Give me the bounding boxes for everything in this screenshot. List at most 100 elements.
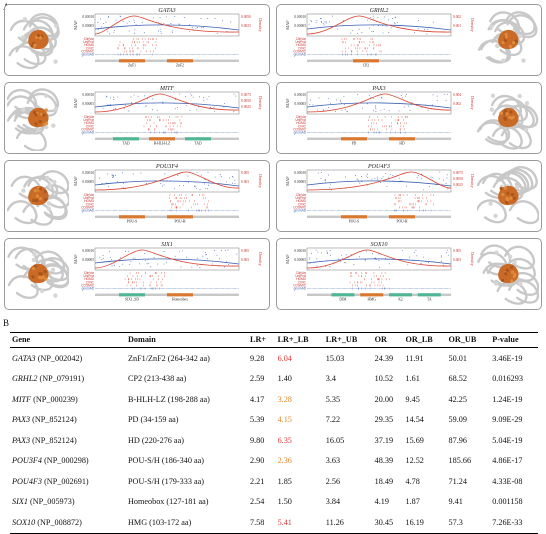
variant-point [122, 21, 124, 22]
cell-domain: POU-S/H (186-340 aa) [128, 456, 204, 466]
variant-point [325, 22, 327, 24]
cell-or: 10.52 [374, 374, 394, 384]
variant-point [446, 177, 448, 179]
variant-point [369, 27, 370, 29]
variant-point [196, 257, 198, 259]
variant-point [102, 254, 104, 256]
variant-point [174, 188, 175, 190]
cell-gene: SIX1 (NP_005973) [10, 492, 126, 513]
variant-point [440, 260, 442, 262]
domain-box [389, 137, 415, 141]
variant-point [382, 176, 384, 178]
variant-point [362, 107, 363, 109]
cell-gene: PAX3 (NP_852124) [10, 430, 126, 451]
variant-point [211, 263, 213, 265]
variant-point [115, 108, 117, 110]
density-tick-label: 0.003 [241, 258, 249, 262]
variant-point [400, 94, 402, 96]
maf-axis-title: MAF [285, 254, 290, 264]
variant-point [385, 173, 387, 175]
variant-point [205, 188, 207, 190]
variant-point [222, 20, 223, 22]
variant-point [235, 95, 237, 97]
density-tick-label: 0.005 [453, 249, 461, 253]
variant-point [208, 95, 210, 97]
variant-point [122, 186, 124, 188]
variant-point [226, 181, 228, 183]
variant-point [134, 257, 136, 259]
variant-point [162, 101, 164, 103]
variant-point [223, 103, 225, 105]
variant-point [380, 182, 382, 184]
variant-point [373, 18, 375, 20]
cell-or-lb: 15.69 [405, 435, 424, 445]
variant-point [236, 253, 238, 255]
variant-point [160, 32, 162, 34]
variant-point [436, 99, 438, 101]
track-label: HGMD [84, 277, 94, 281]
variant-point [315, 249, 317, 251]
variant-point [216, 32, 218, 34]
track-label: CIViC [298, 124, 307, 128]
variant-point [163, 263, 165, 265]
variant-point [97, 22, 99, 23]
density-tick-label: 0.003 [241, 180, 249, 184]
variant-point [144, 106, 146, 108]
cell-lr: 2.21 [250, 476, 265, 486]
variant-point [398, 110, 400, 112]
variant-point [117, 96, 119, 98]
maf-trend-line [306, 258, 452, 265]
variant-point [326, 250, 328, 252]
domain-box [167, 293, 193, 297]
domain-box [119, 293, 145, 297]
variant-point [144, 253, 146, 255]
variant-density-plot: POU3F4 0.00010 0.00005 MAF 0.005 0.003 Density… [73, 163, 263, 224]
domain-label: POU-S [127, 220, 137, 224]
variant-point [322, 22, 324, 24]
variant-point [423, 189, 425, 191]
maf-trend-line [306, 102, 452, 109]
variant-point [311, 21, 313, 23]
variant-point [358, 28, 360, 30]
cell-lr-ub: 2.56 [325, 476, 341, 486]
track-label: CIViC [86, 124, 95, 128]
variant-point [196, 265, 198, 267]
variant-point [159, 17, 161, 19]
accession: (NP_852124) [30, 415, 77, 425]
accession: (NP_002042) [35, 353, 83, 363]
variant-point [406, 93, 407, 95]
protein-structure-image [477, 244, 539, 305]
gene-symbol: POU4F3 [12, 476, 43, 486]
accession: (NP_000298) [42, 456, 89, 466]
cell-or-lb: 1.87 [405, 497, 420, 507]
variant-point [203, 99, 205, 101]
variant-point [394, 23, 396, 25]
variant-point [384, 16, 386, 18]
cell-or-ub: 59.09 [448, 415, 467, 425]
track-label: UniProt [83, 196, 94, 200]
variant-point [388, 263, 390, 265]
gene-symbol: SOX10 [12, 517, 36, 527]
variant-point [135, 24, 137, 26]
cell-lr-lb: 1.50 [277, 497, 292, 507]
cell-p-value: 0.001158 [492, 497, 523, 507]
track-label: gnomAD [82, 209, 95, 213]
variant-point [346, 111, 348, 113]
domain-label: TA [427, 298, 432, 302]
variant-point [164, 173, 166, 175]
variant-point [407, 264, 409, 266]
gene-symbol: POU3F4 [12, 456, 43, 466]
track-label: COSMIC [293, 283, 306, 287]
variant-density-plot: SIX1 0.00010 0.00005 MAF 0.005 0.003 Density Cl… [73, 242, 263, 302]
cell-or: 4.19 [374, 497, 389, 507]
variant-point [381, 178, 383, 180]
variant-point [432, 94, 434, 96]
protein-structure-image [8, 13, 60, 70]
variant-point [373, 31, 374, 33]
variant-point [325, 21, 327, 23]
col-p-value: P-value [490, 332, 538, 348]
variant-point [445, 183, 447, 185]
variant-point [343, 104, 345, 106]
variant-point [334, 110, 336, 112]
variant-point [108, 186, 110, 187]
